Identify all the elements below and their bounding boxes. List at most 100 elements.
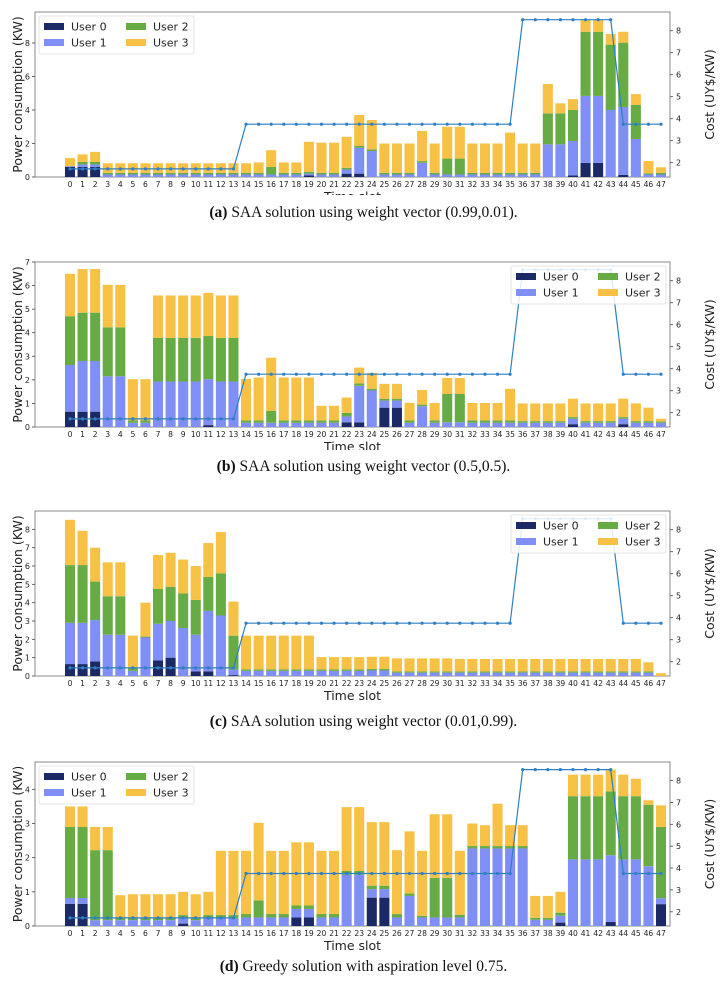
bar-segment-user2-slot45 xyxy=(630,796,641,860)
x-tick-label: 42 xyxy=(593,929,603,938)
bar-segment-user3-slot4 xyxy=(115,562,126,597)
bar-segment-user1-slot15 xyxy=(253,422,264,427)
bar-segment-user1-slot20 xyxy=(316,670,327,676)
cost-point-slot47 xyxy=(659,871,663,876)
x-tick-label: 24 xyxy=(367,180,377,189)
bar-segment-user1-slot45 xyxy=(630,138,641,177)
y-tick-label: 1 xyxy=(25,888,30,897)
x-tick-label: 36 xyxy=(518,430,528,439)
cost-point-slot24 xyxy=(370,621,374,625)
cost-point-slot45 xyxy=(634,621,638,625)
bar-segment-user2-slot2 xyxy=(90,850,101,921)
cost-point-slot19 xyxy=(307,621,311,625)
bar-segment-user2-slot30 xyxy=(442,158,453,175)
bar-segment-user3-slot26 xyxy=(391,658,402,672)
cost-point-slot20 xyxy=(319,621,324,625)
bar-segment-user1-slot16 xyxy=(266,422,277,427)
cost-point-slot28 xyxy=(420,372,424,376)
x-tick-label: 47 xyxy=(656,929,666,938)
bar-segment-user1-slot14 xyxy=(241,917,252,926)
cost-point-slot38 xyxy=(546,768,550,772)
x-tick-label: 9 xyxy=(181,929,186,938)
y-tick-label: 0 xyxy=(25,672,30,681)
bar-segment-user2-slot43 xyxy=(605,421,616,423)
legend-swatch-user1 xyxy=(44,39,64,46)
bar-segment-user2-slot36 xyxy=(517,421,528,423)
bar-segment-user2-slot22 xyxy=(341,669,352,671)
bar-segment-user2-slot42 xyxy=(593,31,604,96)
bar-segment-user3-slot30 xyxy=(442,377,453,394)
legend-label-user2: User 2 xyxy=(625,271,661,284)
x-tick-label: 38 xyxy=(543,430,553,439)
bar-segment-user2-slot34 xyxy=(492,846,503,849)
bar-segment-user0-slot2 xyxy=(90,166,101,177)
x-tick-label: 30 xyxy=(442,180,452,189)
y-tick-label: 3 xyxy=(25,352,30,361)
cost-point-slot17 xyxy=(282,372,286,376)
bar-segment-user1-slot21 xyxy=(329,670,340,676)
bar-segment-user3-slot7 xyxy=(152,555,164,589)
bar-segment-user1-slot40 xyxy=(567,418,579,425)
y2-tick-label: 5 xyxy=(676,93,681,102)
x-tick-label: 25 xyxy=(380,430,390,439)
y2-tick-label: 6 xyxy=(676,321,681,330)
bar-segment-user1-slot32 xyxy=(467,848,478,926)
y-tick-label: 8 xyxy=(25,525,30,534)
bar-segment-user3-slot39 xyxy=(555,891,566,913)
x-tick-label: 30 xyxy=(442,679,452,688)
bar-segment-user3-slot10 xyxy=(190,894,201,918)
x-tick-label: 36 xyxy=(518,679,528,688)
cost-point-slot22 xyxy=(345,122,349,126)
bar-segment-user1-slot6 xyxy=(140,920,151,926)
bar-segment-user3-slot24 xyxy=(366,822,377,886)
cost-point-slot21 xyxy=(332,372,336,376)
bar-segment-user3-slot28 xyxy=(417,658,428,672)
x-tick-label: 16 xyxy=(266,430,276,439)
x-tick-label: 8 xyxy=(168,180,173,189)
bar-segment-user3-slot37 xyxy=(530,658,541,672)
cost-point-slot36 xyxy=(521,18,525,22)
bar-segment-user2-slot43 xyxy=(605,44,616,110)
bar-segment-user1-slot34 xyxy=(492,848,503,926)
x-tick-label: 22 xyxy=(342,430,352,439)
y-tick-label: 0 xyxy=(25,173,30,182)
cost-point-slot18 xyxy=(294,372,298,376)
bar-segment-user1-slot16 xyxy=(266,670,277,676)
cost-point-slot18 xyxy=(294,621,298,625)
cost-point-slot8 xyxy=(169,167,173,171)
x-tick-label: 44 xyxy=(618,929,628,938)
bar-segment-user1-slot33 xyxy=(479,174,490,177)
bar-segment-user3-slot43 xyxy=(605,769,616,792)
bar-segment-user1-slot27 xyxy=(404,672,415,676)
bar-segment-user0-slot19 xyxy=(303,175,314,177)
bar-segment-user2-slot34 xyxy=(492,671,503,673)
bar-segment-user2-slot36 xyxy=(517,172,528,175)
bar-segment-user1-slot8 xyxy=(165,381,176,427)
bar-segment-user3-slot47 xyxy=(655,805,667,827)
caption-label: (b) xyxy=(216,458,236,475)
bar-segment-user3-slot35 xyxy=(505,825,516,847)
bar-segment-user2-slot47 xyxy=(655,421,667,423)
bar-segment-user2-slot33 xyxy=(479,172,490,175)
bar-segment-user3-slot21 xyxy=(329,657,340,670)
bar-segment-user1-slot30 xyxy=(442,174,453,177)
cost-point-slot27 xyxy=(407,621,412,625)
bar-segment-user3-slot38 xyxy=(542,895,553,918)
legend-swatch-user1 xyxy=(44,789,64,796)
x-tick-label: 39 xyxy=(556,929,566,938)
cost-point-slot10 xyxy=(194,417,198,421)
cost-point-slot41 xyxy=(583,768,588,772)
bar-segment-user3-slot38 xyxy=(542,84,553,114)
x-tick-label: 23 xyxy=(354,679,364,688)
bar-segment-user0-slot44 xyxy=(618,174,629,177)
cost-point-slot13 xyxy=(231,666,236,670)
bar-segment-user1-slot41 xyxy=(580,422,591,427)
bar-segment-user2-slot12 xyxy=(215,337,226,382)
bar-segment-user2-slot35 xyxy=(505,846,516,849)
bar-segment-user2-slot25 xyxy=(379,172,390,175)
y2-tick-label: 2 xyxy=(676,409,681,418)
cost-point-slot11 xyxy=(206,417,210,421)
bar-segment-user1-slot10 xyxy=(190,174,201,177)
bar-segment-user1-slot29 xyxy=(429,422,440,427)
